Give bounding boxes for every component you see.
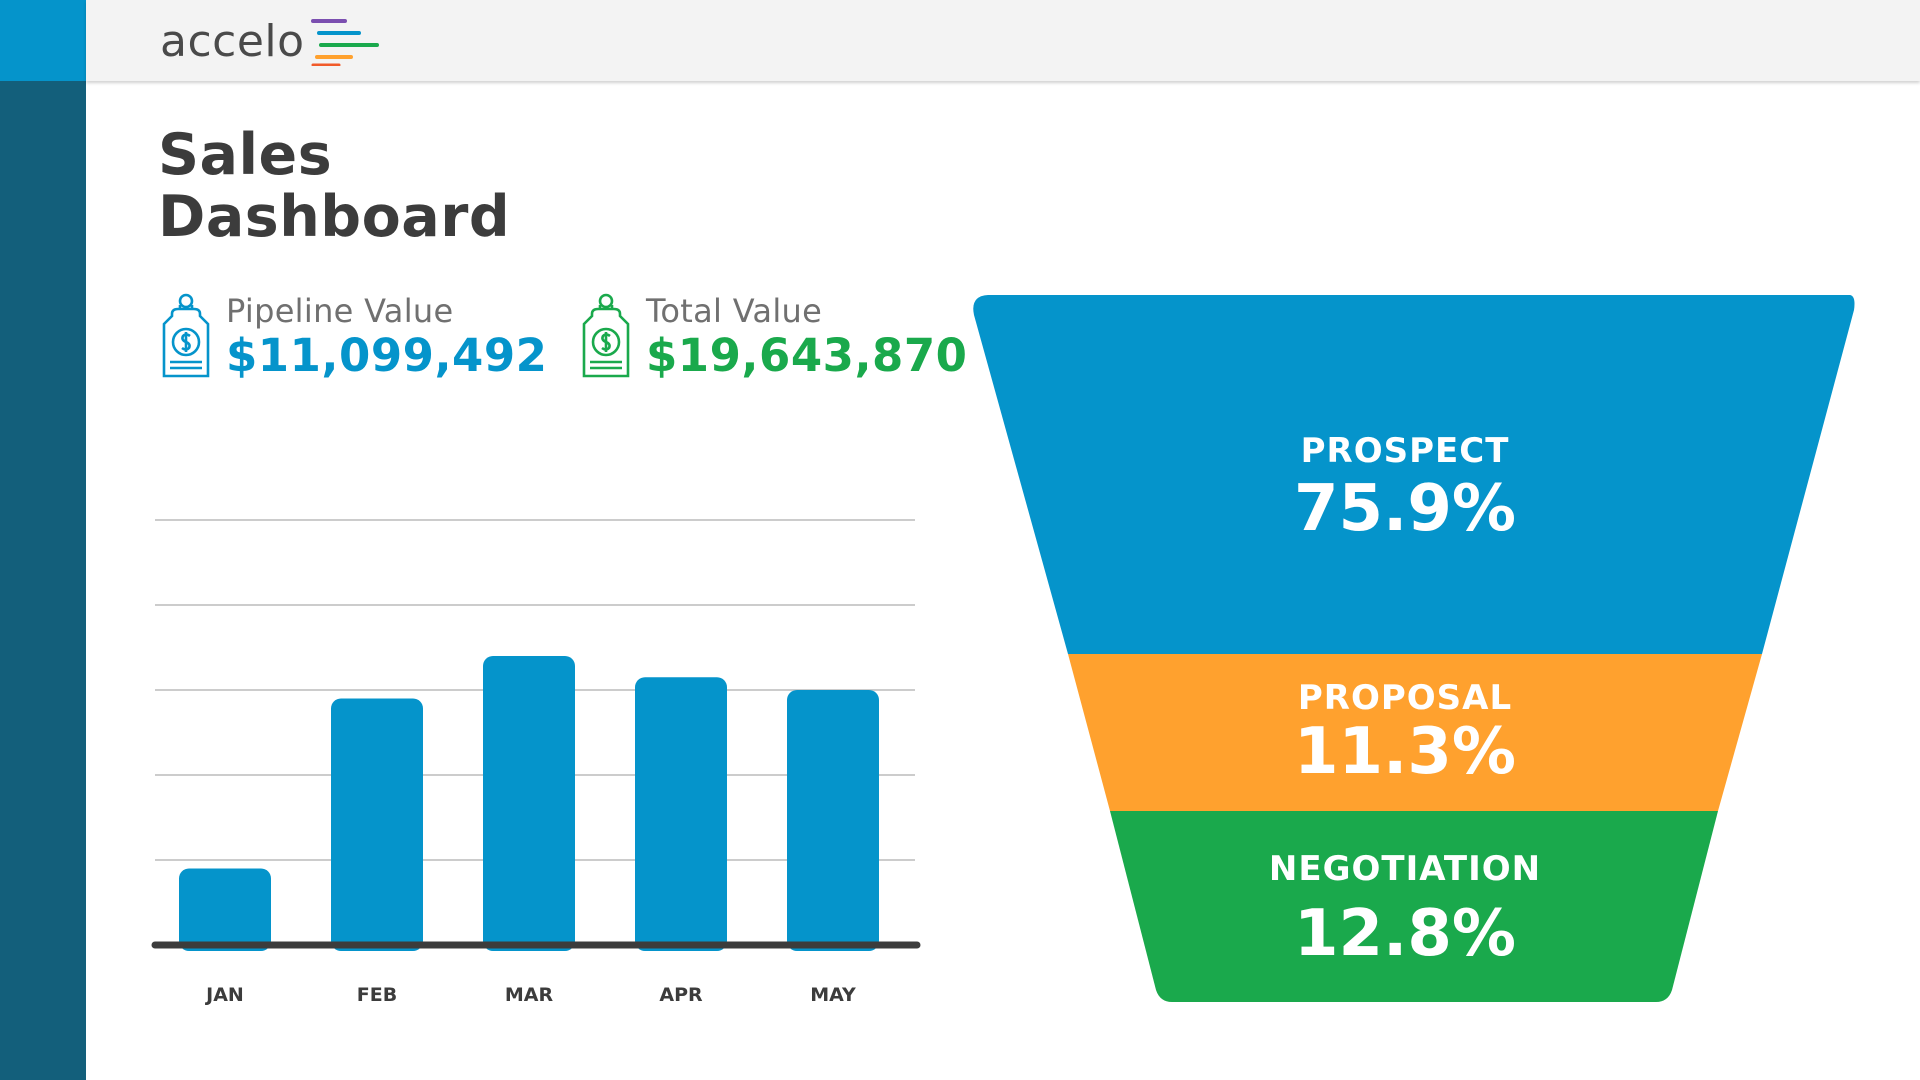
- funnel-stage-label: NEGOTIATION: [1269, 849, 1541, 889]
- funnel-segment: [1110, 811, 1718, 1002]
- kpi-pipeline-value: Pipeline Value $11,099,492: [158, 292, 548, 382]
- kpi-total-value: Total Value $19,643,870: [578, 292, 968, 382]
- kpi-pipeline-label: Pipeline Value: [226, 292, 454, 330]
- accelo-lines-icon: [310, 19, 379, 66]
- chart-x-tick-label: APR: [659, 984, 703, 1006]
- funnel-stage-value: 12.8%: [1294, 897, 1516, 971]
- page-title: Sales Dashboard: [158, 124, 510, 248]
- kpi-total-amount: $19,643,870: [646, 329, 968, 382]
- funnel-stage-value: 75.9%: [1294, 472, 1516, 546]
- chart-bar: [635, 677, 727, 951]
- chart-x-tick-label: MAR: [505, 984, 554, 1006]
- funnel-stage-label: PROSPECT: [1301, 431, 1510, 471]
- monthly-bar-chart: JAN FEB MAR APR MAY: [151, 519, 921, 1006]
- sidebar-header: [0, 0, 86, 81]
- top-bar: [86, 0, 1920, 81]
- page-title-line2: Dashboard: [158, 184, 511, 250]
- page-title-line1: Sales: [158, 122, 333, 188]
- brand-logo[interactable]: accelo: [160, 14, 379, 68]
- kpi-total-label: Total Value: [646, 292, 823, 330]
- chart-bar: [179, 868, 271, 951]
- chart-bar: [787, 690, 879, 951]
- sales-funnel: PROSPECT75.9%PROPOSAL11.3%NEGOTIATION12.…: [973, 295, 1855, 1002]
- funnel-stage-negotiation: NEGOTIATION 12.8%: [1110, 811, 1718, 1002]
- chart-x-tick-label: FEB: [357, 984, 397, 1006]
- price-tag-dollar-icon: [162, 293, 210, 378]
- funnel-stage-value: 11.3%: [1294, 715, 1516, 789]
- chart-x-tick-label: MAY: [810, 984, 856, 1006]
- chart-bar: [331, 698, 423, 951]
- chart-bar: [483, 656, 575, 951]
- price-tag-dollar-icon: [582, 293, 630, 378]
- funnel-segment: [973, 295, 1855, 654]
- chart-x-tick-label: JAN: [204, 984, 244, 1006]
- kpi-pipeline-amount: $11,099,492: [226, 329, 548, 382]
- funnel-segment: [1068, 654, 1762, 811]
- brand-name: accelo: [160, 15, 305, 67]
- funnel-stage-label: PROPOSAL: [1298, 678, 1512, 718]
- sidebar: [0, 0, 86, 1080]
